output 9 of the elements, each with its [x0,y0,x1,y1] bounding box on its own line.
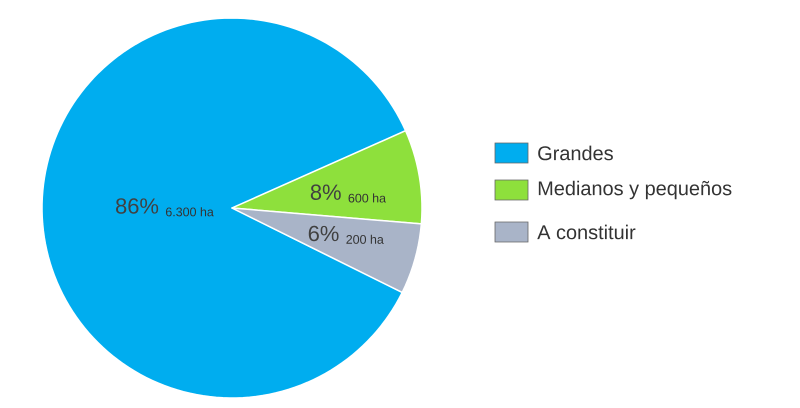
legend-label: A constituir [537,224,636,240]
text: 600 ha [348,193,386,203]
data-label: 8% [310,184,341,200]
text: 200 ha [346,234,384,244]
legend-label: Medianos y pequeños [538,180,732,200]
data-label: 86% [116,198,158,214]
legend-label: Grandes [538,146,613,160]
text: 6.300 ha [166,207,214,216]
data-label: 6% [308,226,339,242]
